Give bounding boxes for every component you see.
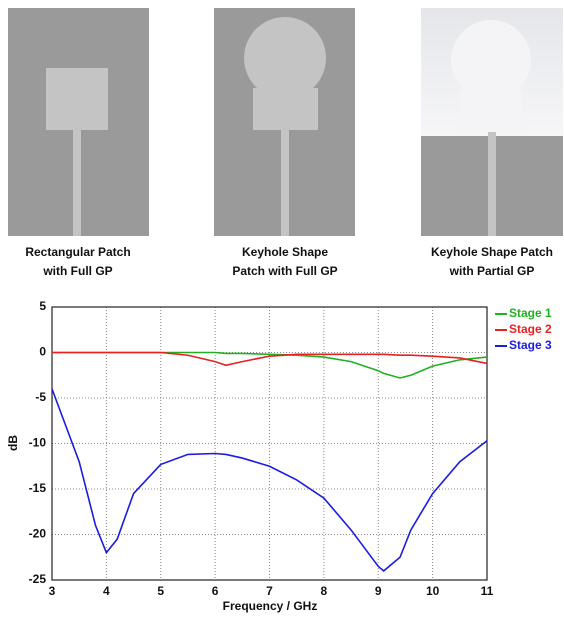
caption: Keyhole Shape Patch	[431, 245, 553, 259]
x-tick-label: 6	[212, 584, 219, 598]
antenna-rectangular	[8, 8, 149, 236]
y-tick-label: -10	[29, 436, 47, 450]
caption: with Partial GP	[449, 264, 535, 278]
antenna-keyhole-full	[214, 8, 355, 236]
y-tick-label: -25	[29, 572, 47, 586]
caption: Patch with Full GP	[232, 264, 337, 278]
x-tick-label: 7	[266, 584, 273, 598]
antenna-keyhole-partial	[421, 8, 563, 236]
x-tick-label: 9	[375, 584, 382, 598]
x-tick-label: 10	[426, 584, 440, 598]
y-tick-label: -5	[35, 390, 46, 404]
caption: Keyhole Shape	[242, 245, 328, 259]
x-tick-label: 5	[157, 584, 164, 598]
caption: Rectangular Patch	[25, 245, 130, 259]
x-axis-label: Frequency / GHz	[223, 599, 318, 613]
y-axis-label: dB	[6, 435, 20, 451]
x-tick-label: 3	[49, 584, 56, 598]
x-tick-label: 4	[103, 584, 110, 598]
caption: with Full GP	[42, 264, 112, 278]
legend-label: Stage 2	[509, 322, 552, 336]
plot-frame	[51, 306, 488, 581]
line-series	[51, 388, 488, 572]
x-tick-label: 8	[321, 584, 328, 598]
legend-label: Stage 1	[509, 306, 552, 320]
y-tick-label: 0	[39, 345, 46, 359]
line-series	[52, 351, 488, 367]
x-tick-label: 11	[481, 584, 494, 598]
y-tick-label: 5	[39, 299, 46, 313]
legend-label: Stage 3	[509, 338, 552, 352]
y-tick-label: -20	[29, 527, 47, 541]
y-tick-label: -15	[29, 481, 47, 495]
